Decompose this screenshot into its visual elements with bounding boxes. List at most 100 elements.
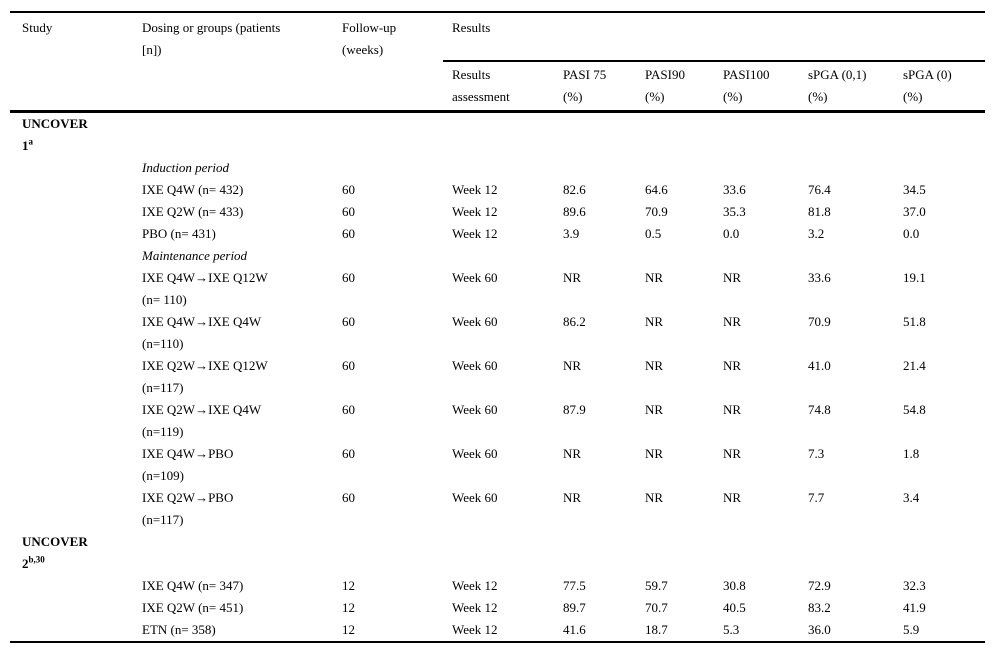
study-cell: [10, 179, 142, 201]
pasi100-cell: 33.6: [723, 182, 746, 197]
study-cell: [10, 157, 142, 179]
pasi75-cell: 82.6: [563, 182, 586, 197]
pasi100-cell: NR: [723, 314, 742, 329]
followup-cell: 12: [342, 600, 355, 615]
spga01-cell: 33.6: [808, 270, 831, 285]
pasi90-cell: 64.6: [645, 182, 668, 197]
assessment-cell: Week 60: [452, 270, 498, 285]
col-header-pasi100: PASI100 (%): [723, 61, 808, 113]
data-row: IXE Q2W→IXE Q4W (n=119) 60 Week 60 87.9 NR NR…: [10, 399, 985, 443]
spga0-cell: 32.3: [903, 578, 926, 593]
pasi75-cell: 3.9: [563, 226, 580, 241]
pasi90-cell: NR: [645, 358, 664, 373]
spga01-cell: 72.9: [808, 578, 831, 593]
data-row: IXE Q4W→IXE Q4W (n=110) 60 Week 60 86.2 NR NR…: [10, 311, 985, 355]
assessment-cell: Week 12: [452, 600, 498, 615]
assessment-cell: Week 60: [452, 358, 498, 373]
assessment-cell: Week 60: [452, 314, 498, 329]
spga0-cell: 0.0: [903, 226, 920, 241]
followup-cell: 60: [342, 204, 355, 219]
pasi75-cell: 86.2: [563, 314, 586, 329]
study-cell: [10, 201, 142, 223]
spga01-cell: 70.9: [808, 314, 831, 329]
col-header-pasi75: PASI 75 (%): [563, 61, 645, 113]
dosing-cell: IXE Q4W→IXE Q12W (n= 110): [142, 270, 268, 307]
spga01-cell: 74.8: [808, 402, 831, 417]
study-cell: [10, 311, 142, 355]
pasi75-cell: 89.6: [563, 204, 586, 219]
dosing-cell: ETN (n= 358): [142, 622, 216, 637]
study-cell: [10, 443, 142, 487]
study-cell: [10, 399, 142, 443]
pasi90-cell: NR: [645, 446, 664, 461]
study-section-cell: UNCOVER 1a: [10, 112, 142, 158]
pasi90-cell: 70.9: [645, 204, 668, 219]
period-row: Induction period: [10, 157, 985, 179]
pasi100-cell: 35.3: [723, 204, 746, 219]
assessment-cell: Week 60: [452, 446, 498, 461]
spga0-cell: 51.8: [903, 314, 926, 329]
spga01-cell: 7.7: [808, 490, 825, 505]
spga0-cell: 3.4: [903, 490, 920, 505]
pasi75-cell: NR: [563, 490, 582, 505]
spga0-cell: 19.1: [903, 270, 926, 285]
period-label-cell: Induction period: [142, 160, 230, 175]
pasi75-cell: NR: [563, 270, 582, 285]
data-row: IXE Q2W (n= 433) 60 Week 12 89.6 70.9 35.3 81.…: [10, 201, 985, 223]
dosing-cell: IXE Q4W (n= 347): [142, 578, 244, 593]
study-cell: [10, 267, 142, 311]
pasi90-cell: 59.7: [645, 578, 668, 593]
spga0-cell: 34.5: [903, 182, 926, 197]
spga0-cell: 37.0: [903, 204, 926, 219]
study-cell: [10, 223, 142, 245]
spga0-cell: 21.4: [903, 358, 926, 373]
study-name-label: UNCOVER 2b,30: [22, 534, 88, 571]
data-row: IXE Q2W→PBO (n=117) 60 Week 60 NR NR NR 7.7 3.4: [10, 487, 985, 531]
period-row: Maintenance period: [10, 245, 985, 267]
assessment-cell: Week 60: [452, 402, 498, 417]
pasi100-cell: 30.8: [723, 578, 746, 593]
pasi90-cell: NR: [645, 314, 664, 329]
data-row: IXE Q4W→IXE Q12W (n= 110) 60 Week 60 NR NR NR…: [10, 267, 985, 311]
pasi75-cell: 89.7: [563, 600, 586, 615]
assessment-cell: Week 12: [452, 204, 498, 219]
section-row: UNCOVER 1a: [10, 112, 985, 158]
study-cell: [10, 619, 142, 642]
spga01-cell: 7.3: [808, 446, 825, 461]
data-row: IXE Q4W (n= 347) 12 Week 12 77.5 59.7 30.8 72.…: [10, 575, 985, 597]
data-row: IXE Q2W→IXE Q12W (n=117) 60 Week 60 NR NR NR 4…: [10, 355, 985, 399]
empty-cell: [142, 112, 985, 158]
data-row: ETN (n= 358) 12 Week 12 41.6 18.7 5.3 36.0 5.9: [10, 619, 985, 642]
followup-cell: 60: [342, 490, 355, 505]
dosing-cell: IXE Q2W→PBO (n=117): [142, 490, 234, 527]
dosing-cell: IXE Q2W (n= 451): [142, 600, 244, 615]
pasi90-cell: 70.7: [645, 600, 668, 615]
followup-cell: 60: [342, 226, 355, 241]
pasi100-cell: NR: [723, 490, 742, 505]
col-header-results-assessment: Results assessment: [443, 61, 563, 113]
col-header-spga01: sPGA (0,1) (%): [808, 61, 903, 113]
pasi75-cell: NR: [563, 446, 582, 461]
pasi100-cell: 5.3: [723, 622, 740, 637]
section-row: UNCOVER 2b,30: [10, 531, 985, 575]
results-table: Study Dosing or groups (patients [n]) Fo…: [10, 11, 986, 643]
header-row-1: Study Dosing or groups (patients [n]) Fo…: [10, 12, 986, 113]
pasi90-cell: NR: [645, 402, 664, 417]
study-cell: [10, 597, 142, 619]
pasi100-cell: NR: [723, 402, 742, 417]
followup-cell: 60: [342, 182, 355, 197]
col-header-study: Study: [10, 12, 142, 113]
dosing-cell: PBO (n= 431): [142, 226, 216, 241]
pasi90-cell: NR: [645, 490, 664, 505]
spga0-cell: 54.8: [903, 402, 926, 417]
dosing-cell: IXE Q2W→IXE Q4W (n=119): [142, 402, 262, 439]
spga01-cell: 3.2: [808, 226, 825, 241]
data-row: IXE Q4W (n= 432) 60 Week 12 82.6 64.6 33.6 76.…: [10, 179, 985, 201]
pasi75-cell: NR: [563, 358, 582, 373]
dosing-cell: IXE Q2W (n= 433): [142, 204, 244, 219]
spga0-cell: 1.8: [903, 446, 920, 461]
pasi100-cell: 0.0: [723, 226, 740, 241]
pasi75-cell: 87.9: [563, 402, 586, 417]
followup-cell: 60: [342, 314, 355, 329]
